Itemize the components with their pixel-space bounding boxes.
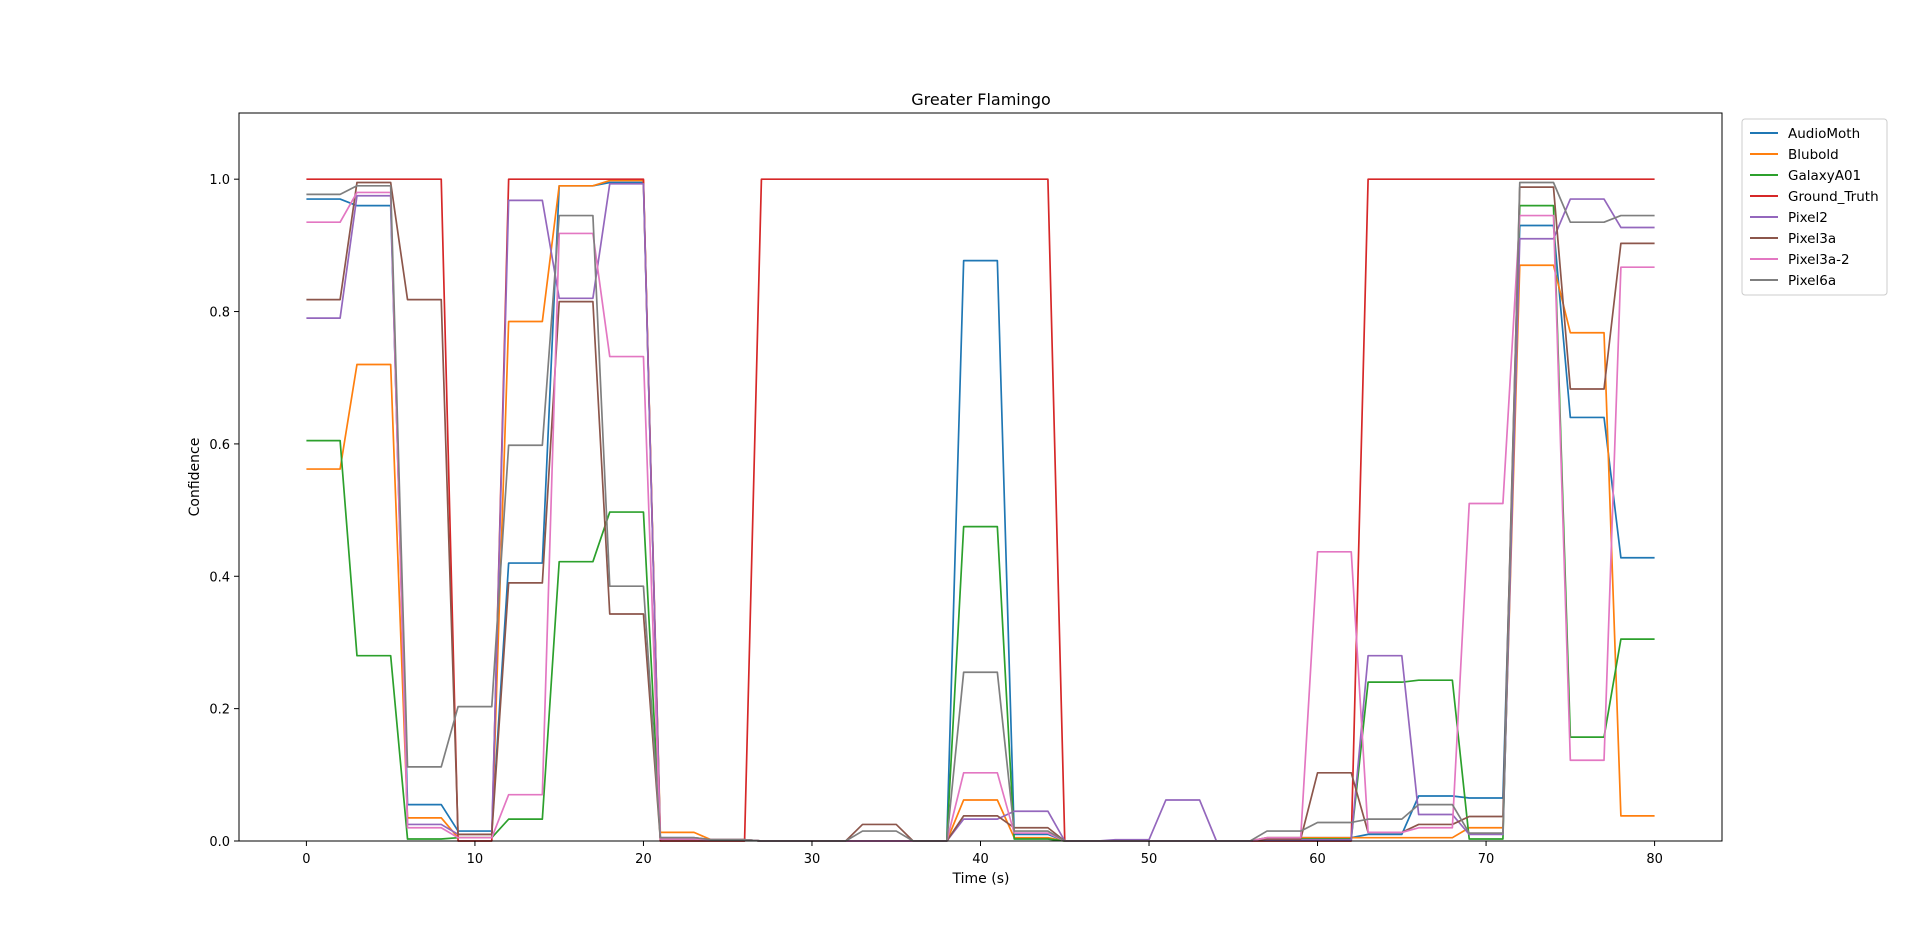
y-tick-label: 0.2 [209, 703, 230, 718]
x-tick-label: 30 [804, 852, 821, 867]
y-tick-label: 1.0 [209, 173, 230, 188]
x-tick-label: 10 [467, 852, 484, 867]
y-axis: 0.0 0.2 0.4 0.6 0.8 1.0 [209, 173, 239, 850]
y-tick-label: 0.6 [209, 438, 230, 453]
series-line-ground-truth [306, 178, 1655, 842]
x-tick-label: 50 [1141, 852, 1158, 867]
legend: AudioMoth Blubold GalaxyA01 Ground_Truth Pix… [1741, 118, 1888, 296]
series-line-audiomoth [306, 181, 1655, 842]
plot-area [306, 178, 1655, 842]
legend-label: AudioMoth [1788, 126, 1860, 142]
y-tick-label: 0.0 [209, 835, 230, 850]
legend-label: Pixel3a-2 [1788, 252, 1850, 268]
x-tick-label: 80 [1646, 852, 1663, 867]
series-line-pixel6a [306, 181, 1655, 842]
legend-label: GalaxyA01 [1788, 168, 1861, 184]
legend-label: Blubold [1788, 147, 1839, 163]
series-line-galaxya01 [306, 204, 1655, 842]
x-tick-label: 0 [302, 852, 310, 867]
x-tick-label: 60 [1309, 852, 1326, 867]
x-tick-label: 70 [1478, 852, 1495, 867]
legend-label: Pixel2 [1788, 210, 1828, 226]
series-line-pixel3a-2 [306, 191, 1655, 842]
legend-label: Pixel3a [1788, 231, 1836, 247]
series-line-blubold [306, 179, 1655, 842]
y-tick-label: 0.8 [209, 306, 230, 321]
series-line-pixel2 [306, 182, 1655, 842]
x-axis-label: Time (s) [952, 871, 1010, 887]
y-axis-label: Confidence [187, 438, 203, 517]
legend-box [1741, 118, 1888, 296]
x-tick-label: 20 [635, 852, 652, 867]
plot-frame [238, 112, 1723, 842]
x-axis: 0 10 20 30 40 50 60 70 80 [302, 841, 1663, 867]
legend-label: Pixel6a [1788, 273, 1836, 289]
x-tick-label: 40 [972, 852, 989, 867]
chart-title: Greater Flamingo [911, 90, 1051, 109]
legend-label: Ground_Truth [1788, 189, 1879, 205]
y-tick-label: 0.4 [209, 570, 230, 585]
series-line-pixel3a [306, 181, 1655, 842]
